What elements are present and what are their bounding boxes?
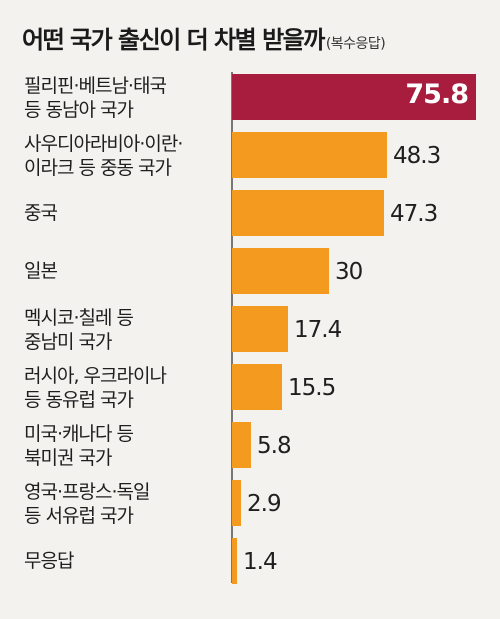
category-label: 러시아, 우크라이나 등 동유럽 국가: [24, 364, 167, 412]
category-label-line: 등 서유럽 국가: [24, 505, 134, 527]
value-label: 15.5: [288, 375, 336, 401]
bar-row: 일본 30: [0, 248, 500, 294]
value-label: 48.3: [393, 143, 441, 169]
category-label: 일본: [24, 259, 58, 283]
category-label-line: 러시아, 우크라이나: [24, 365, 167, 387]
category-label-line: 중남미 국가: [24, 331, 112, 353]
category-label-line: 무응답: [24, 550, 74, 572]
bar: [232, 364, 282, 410]
category-label-line: 이라크 등 중동 국가: [24, 157, 172, 179]
category-label-line: 미국·캐나다 등: [24, 423, 134, 445]
value-label: 30: [335, 259, 363, 285]
category-label-line: 필리핀·베트남·태국: [24, 75, 167, 97]
category-label: 중국: [24, 201, 58, 225]
value-label: 2.9: [247, 491, 282, 517]
category-label: 사우디아라비아·이란· 이라크 등 중동 국가: [24, 132, 183, 180]
bar: [232, 132, 387, 178]
bar-row: 미국·캐나다 등 북미권 국가 5.8: [0, 422, 500, 470]
category-label: 미국·캐나다 등 북미권 국가: [24, 422, 134, 470]
category-label-line: 멕시코·칠레 등: [24, 307, 134, 329]
value-label: 47.3: [390, 201, 438, 227]
bar-row: 멕시코·칠레 등 중남미 국가 17.4: [0, 306, 500, 354]
category-label-line: 영국·프랑스·독일: [24, 481, 150, 503]
value-label: 17.4: [294, 317, 342, 343]
bar: [232, 306, 288, 352]
bar: [232, 190, 384, 236]
bar-row: 러시아, 우크라이나 등 동유럽 국가 15.5: [0, 364, 500, 412]
chart-title-row: 어떤 국가 출신이 더 차별 받을까 (복수응답): [22, 20, 386, 55]
bar-row: 필리핀·베트남·태국 등 동남아 국가 75.8: [0, 74, 500, 122]
category-label-line: 일본: [24, 260, 58, 282]
value-label: 5.8: [257, 433, 292, 459]
category-label: 필리핀·베트남·태국 등 동남아 국가: [24, 74, 167, 122]
bar-row: 중국 47.3: [0, 190, 500, 236]
bar: [232, 538, 237, 584]
category-label: 멕시코·칠레 등 중남미 국가: [24, 306, 134, 354]
chart-subtitle: (복수응답): [325, 36, 386, 52]
category-label-line: 사우디아라비아·이란·: [24, 133, 183, 155]
category-label-line: 등 동남아 국가: [24, 99, 134, 121]
bar: [232, 74, 476, 120]
bar-row: 무응답 1.4: [0, 538, 500, 584]
value-label: 1.4: [243, 549, 278, 575]
bar: [232, 480, 241, 526]
chart-title: 어떤 국가 출신이 더 차별 받을까: [22, 26, 325, 54]
bar-row: 사우디아라비아·이란· 이라크 등 중동 국가 48.3: [0, 132, 500, 180]
bar: [232, 248, 329, 294]
bar-row: 영국·프랑스·독일 등 서유럽 국가 2.9: [0, 480, 500, 528]
category-label-line: 북미권 국가: [24, 447, 112, 469]
value-label: 75.8: [405, 79, 469, 110]
bar: [232, 422, 251, 468]
category-label: 무응답: [24, 549, 74, 573]
category-label: 영국·프랑스·독일 등 서유럽 국가: [24, 480, 150, 528]
category-label-line: 등 동유럽 국가: [24, 389, 134, 411]
category-label-line: 중국: [24, 202, 58, 224]
